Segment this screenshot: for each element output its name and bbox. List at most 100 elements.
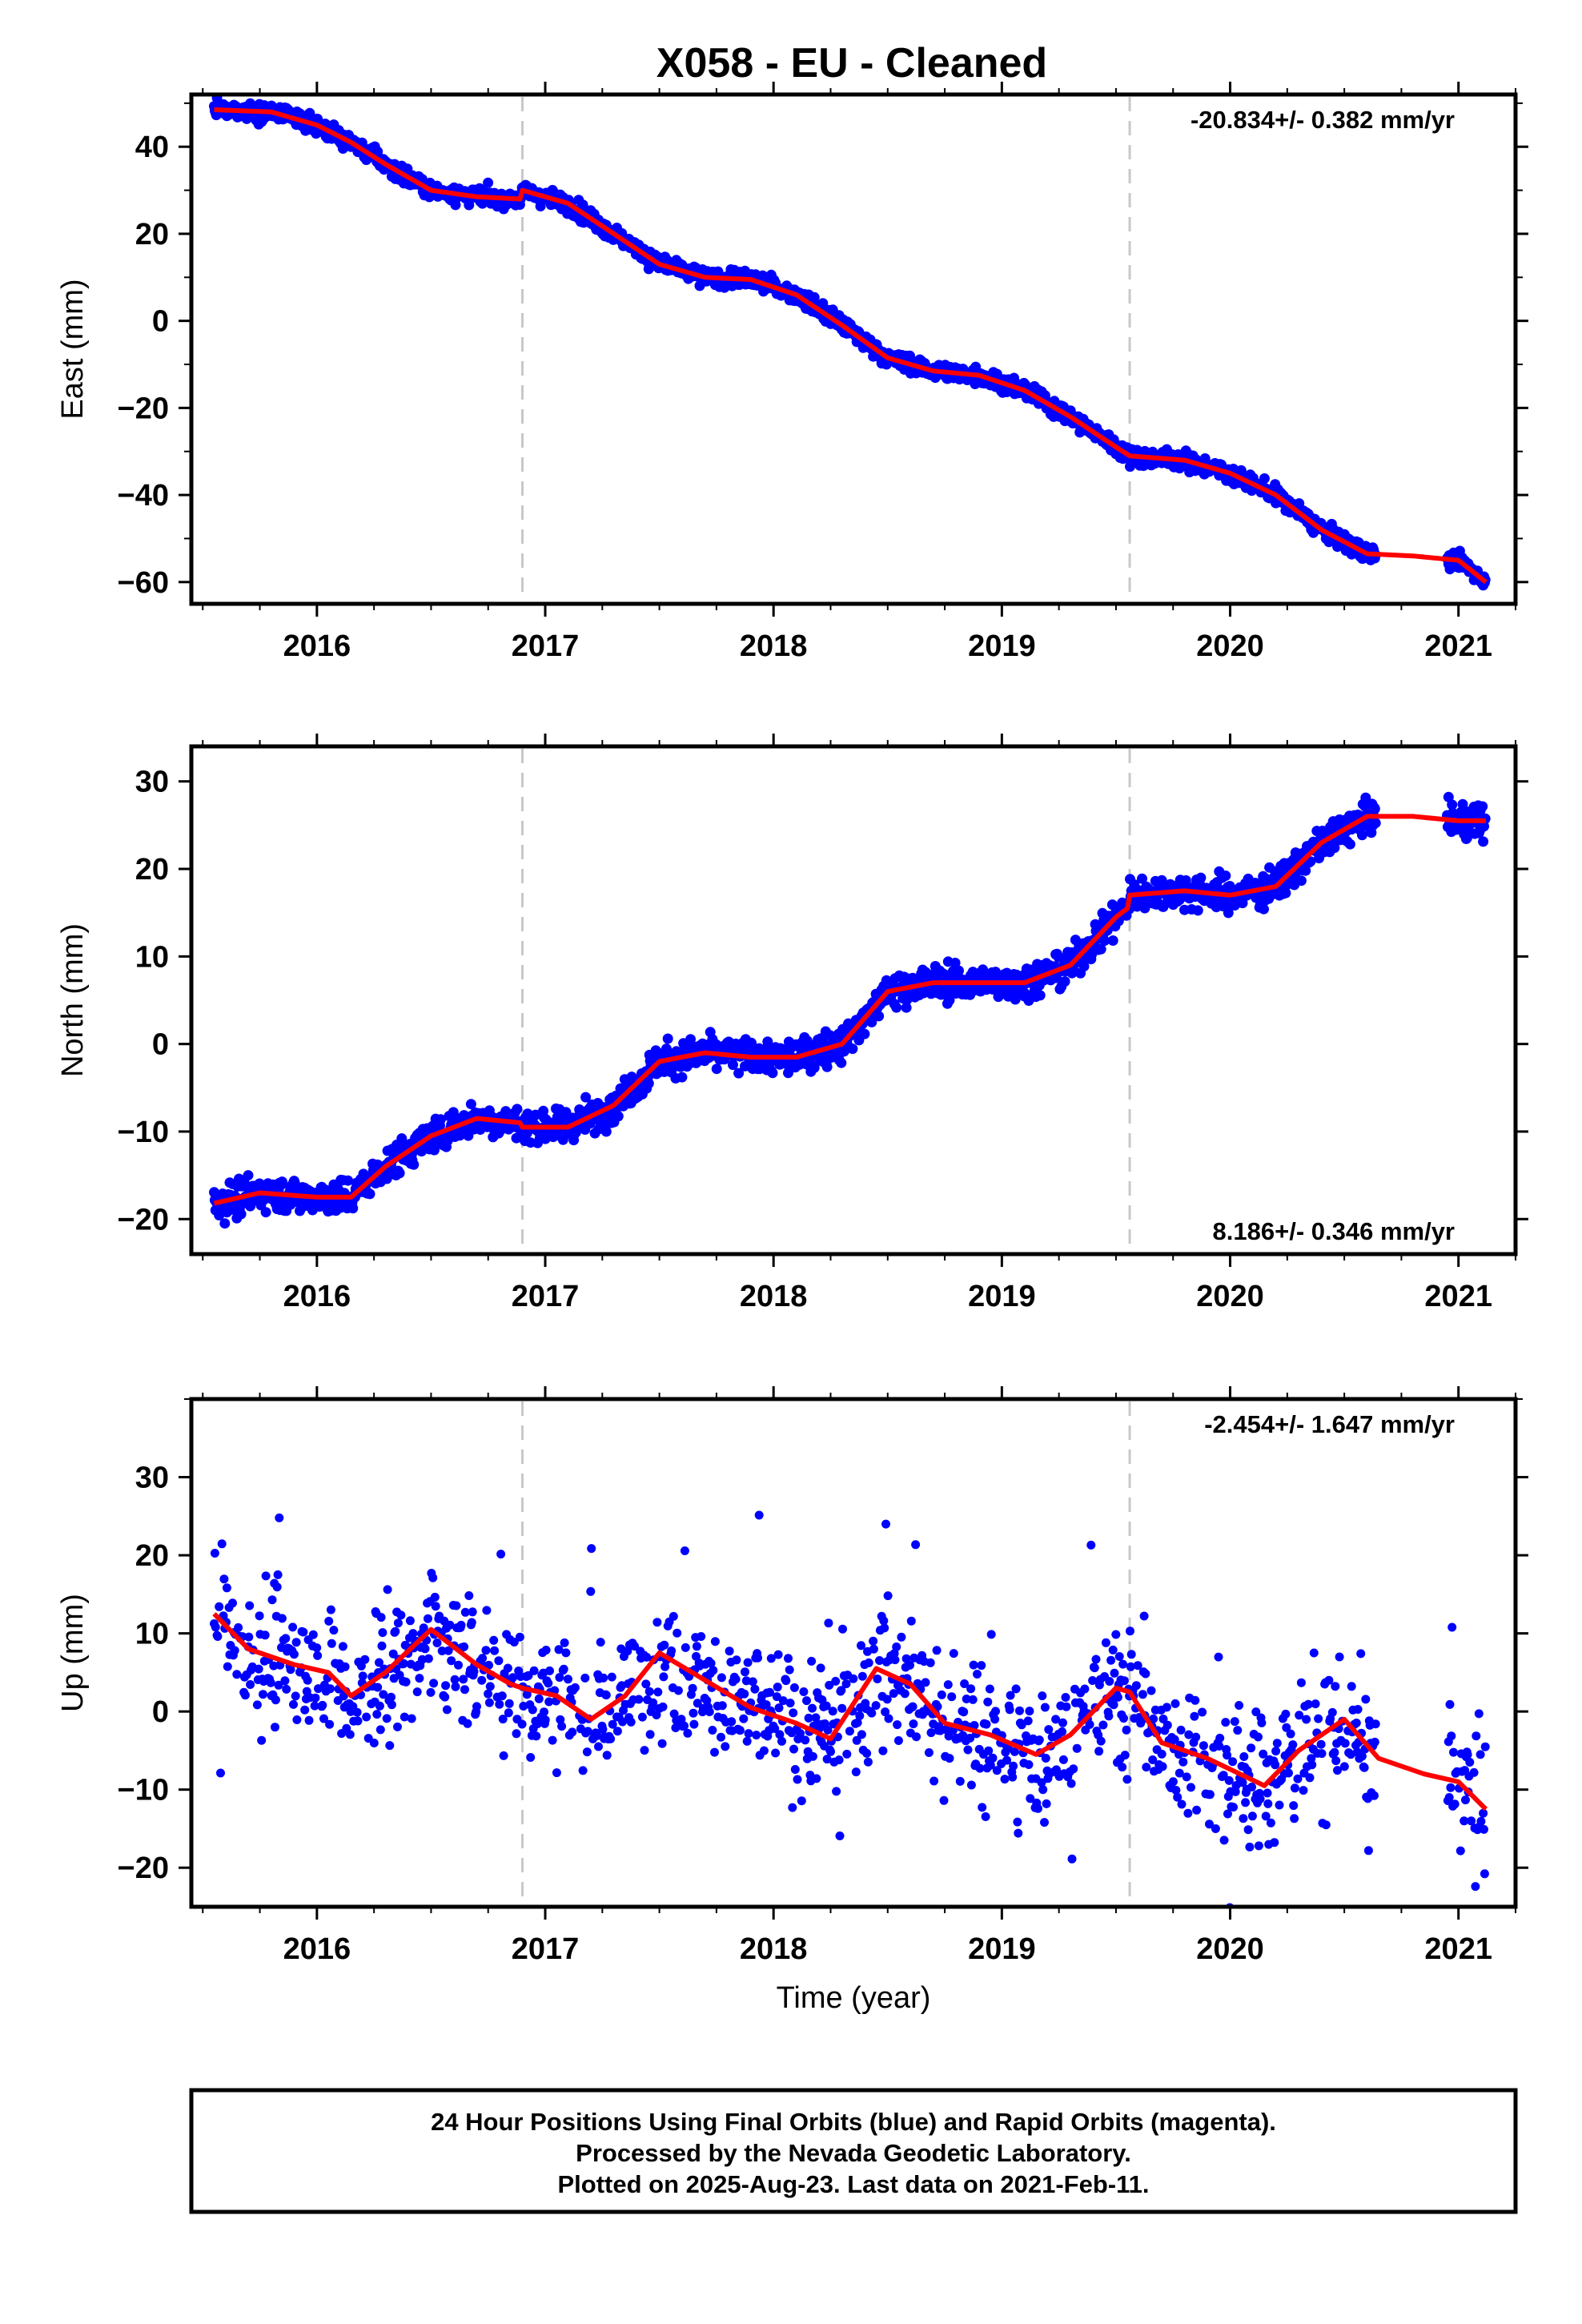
up-point — [1469, 1767, 1479, 1777]
up-point — [784, 1654, 793, 1663]
up-point — [325, 1719, 335, 1729]
up-point — [1006, 1691, 1015, 1700]
up-point — [1170, 1735, 1179, 1744]
north-point — [1295, 875, 1307, 887]
up-point — [1080, 1684, 1090, 1694]
up-point — [1263, 1788, 1272, 1798]
up-point — [812, 1774, 821, 1783]
north-point — [381, 1173, 392, 1184]
up-x-tick-label: 2021 — [1424, 1932, 1492, 1966]
up-point — [788, 1803, 797, 1812]
up-point — [515, 1632, 524, 1642]
up-point — [1026, 1794, 1035, 1803]
up-point — [750, 1684, 760, 1694]
up-point — [1044, 1725, 1054, 1735]
up-point — [1314, 1714, 1323, 1723]
up-point — [911, 1540, 921, 1550]
up-point — [412, 1687, 422, 1697]
up-point — [1094, 1747, 1104, 1756]
up-point — [1015, 1706, 1024, 1715]
up-point — [1465, 1758, 1475, 1767]
up-point — [1224, 1775, 1234, 1785]
up-point — [1221, 1718, 1231, 1727]
up-point — [1017, 1720, 1026, 1730]
up-point — [213, 1632, 223, 1641]
up-point — [261, 1571, 271, 1581]
up-point — [450, 1675, 460, 1684]
up-point — [883, 1591, 893, 1601]
up-point — [966, 1684, 976, 1694]
north-point — [343, 1175, 354, 1186]
up-point — [275, 1513, 284, 1522]
up-point — [939, 1795, 949, 1805]
up-point — [849, 1674, 858, 1683]
up-point — [1290, 1783, 1299, 1793]
up-plot-frame — [189, 1397, 1518, 1909]
up-point — [255, 1611, 264, 1621]
north-point — [1195, 872, 1207, 883]
up-point — [495, 1699, 504, 1709]
up-point — [1353, 1705, 1363, 1714]
up-point — [442, 1705, 452, 1715]
up-point — [1061, 1693, 1070, 1702]
up-point — [1101, 1638, 1110, 1647]
up-point — [1109, 1700, 1118, 1710]
north-point — [465, 1099, 476, 1110]
up-point — [744, 1729, 753, 1739]
up-point — [1009, 1761, 1018, 1771]
up-point — [657, 1739, 667, 1748]
north-y-tick-label: −20 — [118, 1203, 169, 1236]
up-point — [1215, 1733, 1225, 1743]
up-point — [753, 1653, 762, 1663]
up-point — [1333, 1766, 1342, 1775]
up-point — [630, 1642, 640, 1651]
up-point — [878, 1746, 888, 1755]
up-point — [1139, 1611, 1149, 1621]
up-point — [1447, 1731, 1456, 1741]
up-point — [1086, 1540, 1096, 1550]
north-point — [1477, 801, 1488, 812]
up-point — [594, 1742, 603, 1751]
up-point — [407, 1714, 416, 1723]
north-point — [1360, 792, 1371, 803]
north-point — [1034, 990, 1046, 1001]
up-point — [432, 1638, 442, 1647]
up-point — [1272, 1739, 1282, 1748]
up-point — [1361, 1695, 1371, 1704]
up-point — [1122, 1725, 1131, 1735]
up-point — [644, 1687, 654, 1696]
up-point — [962, 1695, 971, 1703]
up-point — [855, 1711, 865, 1720]
up-point — [978, 1803, 987, 1812]
up-point — [808, 1703, 817, 1713]
up-point — [1005, 1705, 1014, 1715]
up-point — [512, 1729, 521, 1739]
north-point — [1300, 865, 1311, 876]
up-point — [742, 1736, 752, 1746]
up-point — [454, 1660, 463, 1670]
up-point — [1133, 1661, 1142, 1671]
up-point — [1034, 1803, 1042, 1813]
up-point — [1238, 1778, 1247, 1787]
up-point — [680, 1546, 689, 1555]
up-point — [986, 1630, 996, 1639]
up-point — [1190, 1711, 1199, 1721]
up-point — [982, 1719, 991, 1729]
up-point — [1460, 1816, 1469, 1826]
up-point — [400, 1712, 409, 1722]
up-point — [324, 1616, 334, 1626]
up-point — [1472, 1731, 1481, 1741]
east-y-tick-label: −40 — [118, 479, 169, 513]
up-point — [1476, 1750, 1485, 1759]
up-point — [608, 1719, 617, 1729]
up-point — [1023, 1716, 1033, 1726]
up-points — [210, 1510, 1490, 1907]
footer-line-1: 24 Hour Positions Using Final Orbits (bl… — [431, 2108, 1276, 2136]
up-point — [464, 1591, 474, 1600]
up-point — [396, 1610, 406, 1620]
east-y-tick-label: −20 — [118, 392, 169, 425]
up-point — [790, 1765, 800, 1774]
north-point — [643, 1078, 654, 1089]
up-point — [375, 1701, 384, 1711]
